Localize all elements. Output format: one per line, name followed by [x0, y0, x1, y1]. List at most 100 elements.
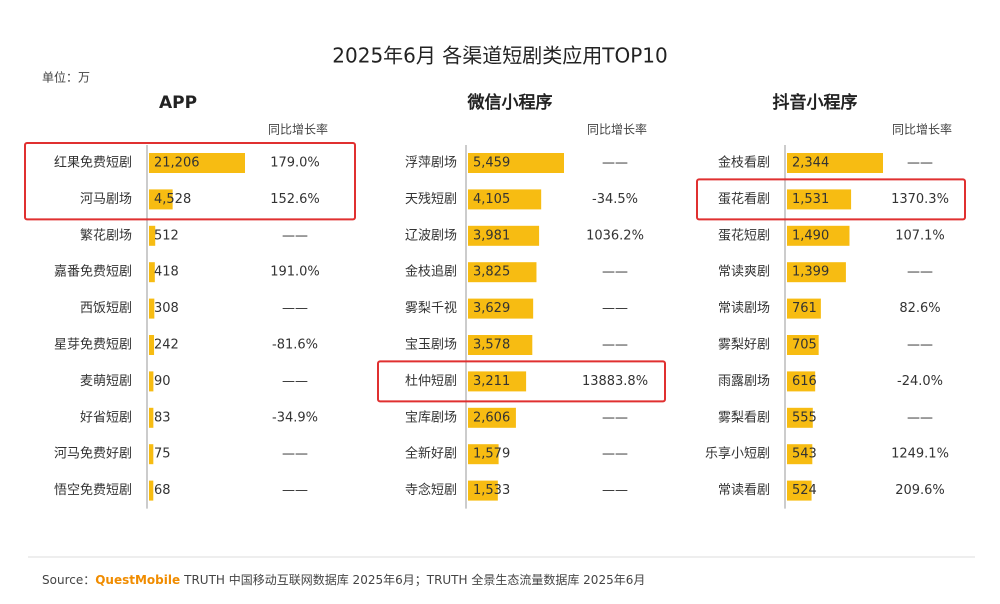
category-label: 麦萌短剧	[80, 374, 132, 389]
category-label: 繁花剧场	[80, 227, 132, 243]
bar	[787, 189, 852, 210]
bar	[149, 153, 245, 173]
growth-label: ——	[602, 410, 628, 425]
growth-label: 82.6%	[899, 301, 940, 316]
value-label: 3,629	[473, 301, 510, 316]
growth-label: ——	[602, 338, 628, 353]
category-label: 宝库剧场	[405, 409, 457, 425]
value-label: 3,981	[473, 228, 510, 243]
growth-label: ——	[602, 265, 628, 280]
category-label: 乐享小短剧	[705, 446, 770, 462]
bar	[149, 189, 173, 210]
growth-label: ——	[602, 301, 628, 316]
category-label: 雨露剧场	[718, 374, 770, 389]
category-label: 杜仲短剧	[405, 374, 457, 389]
category-label: 常读爽剧	[718, 265, 770, 280]
category-label: 嘉番免费短剧	[54, 265, 132, 280]
bar	[149, 371, 154, 392]
value-label: 512	[154, 228, 179, 243]
category-label: 金枝追剧	[405, 264, 457, 280]
growth-label: -34.9%	[272, 410, 318, 425]
bar	[149, 335, 155, 355]
value-label: 3,211	[473, 374, 510, 389]
category-label: 常读看剧	[718, 482, 770, 498]
category-label: 寺念短剧	[405, 482, 457, 498]
highlight-box	[377, 360, 666, 403]
category-label: 星芽免费短剧	[54, 338, 132, 353]
category-label: 河马免费好剧	[54, 447, 132, 462]
source: Source：QuestMobile TRUTH 中国移动互联网数据库 2025年…	[42, 572, 645, 587]
category-label: 雾梨好剧	[718, 338, 770, 353]
value-label: 308	[154, 301, 179, 316]
growth-label: ——	[602, 156, 628, 171]
bar	[149, 444, 154, 465]
growth-label: 209.6%	[895, 483, 945, 498]
bar	[787, 262, 846, 283]
category-label: 辽波剧场	[405, 228, 457, 243]
growth-label: ——	[907, 265, 933, 280]
bar	[787, 153, 883, 173]
bar	[149, 407, 154, 428]
bar	[787, 407, 813, 428]
category-label: 全新好剧	[405, 446, 457, 462]
value-label: 68	[154, 483, 171, 498]
growth-label: 1036.2%	[586, 228, 644, 243]
value-label: 543	[792, 447, 817, 462]
value-label: 242	[154, 338, 179, 353]
growth-label: 13883.8%	[582, 374, 648, 389]
unit: 单位：万	[42, 70, 90, 85]
category-label: 蛋花看剧	[718, 191, 770, 207]
bar	[468, 480, 498, 501]
bar	[149, 225, 156, 246]
growth-label: ——	[602, 447, 628, 462]
bar	[787, 371, 816, 392]
growth-label: ——	[907, 338, 933, 353]
bar	[468, 189, 542, 210]
bar	[468, 225, 540, 246]
growth-label: -81.6%	[272, 338, 318, 353]
category-label: 西饭短剧	[80, 301, 132, 316]
value-label: 4,105	[473, 192, 510, 207]
category-label: 宝玉剧场	[405, 338, 457, 353]
source-brand: QuestMobile	[95, 573, 180, 587]
value-label: 555	[792, 410, 817, 425]
category-label: 好省短剧	[80, 410, 132, 425]
panel-title: 抖音小程序	[773, 92, 858, 113]
growth-label: ——	[907, 410, 933, 425]
bar	[787, 335, 819, 355]
value-label: 1,579	[473, 447, 510, 462]
growth-label: -34.5%	[592, 192, 638, 207]
value-label: 90	[154, 374, 171, 389]
bar	[787, 225, 850, 246]
value-label: 616	[792, 374, 817, 389]
bar	[468, 444, 499, 465]
panel-title: APP	[159, 93, 197, 113]
category-label: 雾梨看剧	[718, 409, 770, 425]
category-label: 常读剧场	[718, 301, 770, 316]
source-text: TRUTH 中国移动互联网数据库 2025年6月；TRUTH 全景生态流量数据库…	[183, 572, 645, 587]
category-label: 河马剧场	[80, 192, 132, 207]
bar	[468, 371, 527, 392]
bar	[787, 480, 812, 501]
source-label: Source：	[42, 573, 95, 587]
bar	[468, 407, 516, 428]
value-label: 4,528	[154, 192, 191, 207]
category-label: 雾梨千视	[405, 301, 457, 316]
value-label: 75	[154, 447, 171, 462]
panel-title: 微信小程序	[467, 92, 553, 113]
bar	[149, 262, 155, 283]
growth-label: ——	[282, 483, 308, 498]
title: 2025年6月 各渠道短剧类应用TOP10	[332, 44, 667, 68]
growth-label: 107.1%	[895, 228, 945, 243]
value-label: 1,490	[792, 228, 829, 243]
bar	[787, 444, 813, 465]
growth-label: ——	[282, 374, 308, 389]
growth-label: ——	[282, 301, 308, 316]
bar	[468, 153, 564, 173]
category-label: 红果免费短剧	[54, 155, 132, 171]
growth-label: 1249.1%	[891, 447, 949, 462]
highlight-box	[24, 142, 356, 221]
growth-label: ——	[282, 447, 308, 462]
growth-header: 同比增长率	[587, 122, 647, 137]
